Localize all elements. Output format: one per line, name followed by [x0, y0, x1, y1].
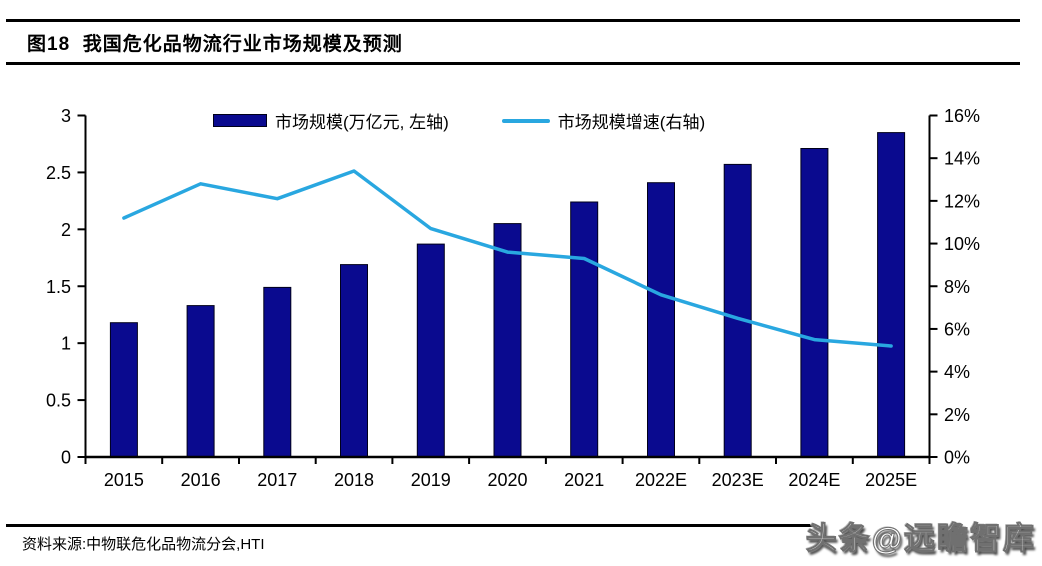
left-axis-tick-label: 1: [61, 334, 71, 354]
figure-title: 图18 我国危化品物流行业市场规模及预测: [27, 34, 403, 55]
left-axis-tick-label: 0.5: [46, 391, 71, 411]
bar-2018: [340, 264, 368, 458]
left-axis-tick-label: 2.5: [46, 163, 71, 183]
left-axis-tick-label: 3: [61, 106, 71, 126]
left-axis-tick-label: 2: [61, 220, 71, 240]
bar-2020: [493, 223, 522, 458]
right-axis-tick-label: 6%: [944, 319, 970, 339]
bar-2019: [416, 243, 445, 458]
bar-2025E: [877, 132, 906, 458]
right-axis-tick-label: 16%: [944, 106, 980, 126]
x-axis-label-2018: 2018: [334, 470, 374, 490]
legend-item-growth: 市场规模增速(右轴): [501, 108, 706, 133]
bar-2016: [186, 305, 215, 458]
right-axis-tick-label: 10%: [944, 234, 980, 254]
bar-2022E: [647, 182, 675, 458]
footer-rule: [6, 524, 812, 527]
x-axis-label-2020: 2020: [487, 470, 527, 490]
x-axis-label-2015: 2015: [104, 470, 144, 490]
right-axis-tick-label: 14%: [944, 149, 980, 169]
x-axis-label-2017: 2017: [257, 470, 297, 490]
x-axis-label-2024E: 2024E: [788, 470, 840, 490]
source-note: 资料来源:中物联危化品物流分会,HTI: [22, 536, 265, 553]
x-axis-label-2022E: 2022E: [635, 470, 687, 490]
bar-2023E: [723, 163, 752, 458]
title-divider: [6, 62, 1020, 65]
legend-label-growth: 市场规模增速(右轴): [557, 113, 706, 132]
x-axis-label-2016: 2016: [181, 470, 221, 490]
left-axis-tick-label: 1.5: [46, 277, 71, 297]
x-axis-label-2021: 2021: [564, 470, 604, 490]
chart-legend: 市场规模(万亿元, 左轴) 市场规模增速(右轴): [213, 108, 705, 133]
legend-label-market-size: 市场规模(万亿元, 左轴): [275, 113, 449, 132]
x-axis-label-2019: 2019: [411, 470, 451, 490]
left-axis-tick-label: 0: [61, 448, 71, 468]
bar-2017: [263, 286, 292, 458]
right-axis-tick-label: 4%: [944, 362, 970, 382]
right-axis-tick-label: 12%: [944, 191, 980, 211]
line-series-swatch: [501, 118, 550, 123]
x-axis-label-2025E: 2025E: [865, 470, 917, 490]
right-axis-tick-label: 2%: [944, 405, 970, 425]
growth-line: [122, 169, 893, 348]
x-axis-label-2023E: 2023E: [712, 470, 764, 490]
bar-2015: [109, 322, 138, 458]
right-axis-tick-label: 0%: [944, 448, 970, 468]
top-rule: [6, 19, 1020, 22]
bar-2021: [570, 201, 599, 458]
watermark: 头条@远瞻智库: [805, 521, 1036, 557]
bar-series-swatch: [213, 114, 267, 127]
bar-2024E: [800, 148, 829, 458]
legend-item-market-size: 市场规模(万亿元, 左轴): [213, 108, 449, 133]
right-axis-tick-label: 8%: [944, 277, 970, 297]
